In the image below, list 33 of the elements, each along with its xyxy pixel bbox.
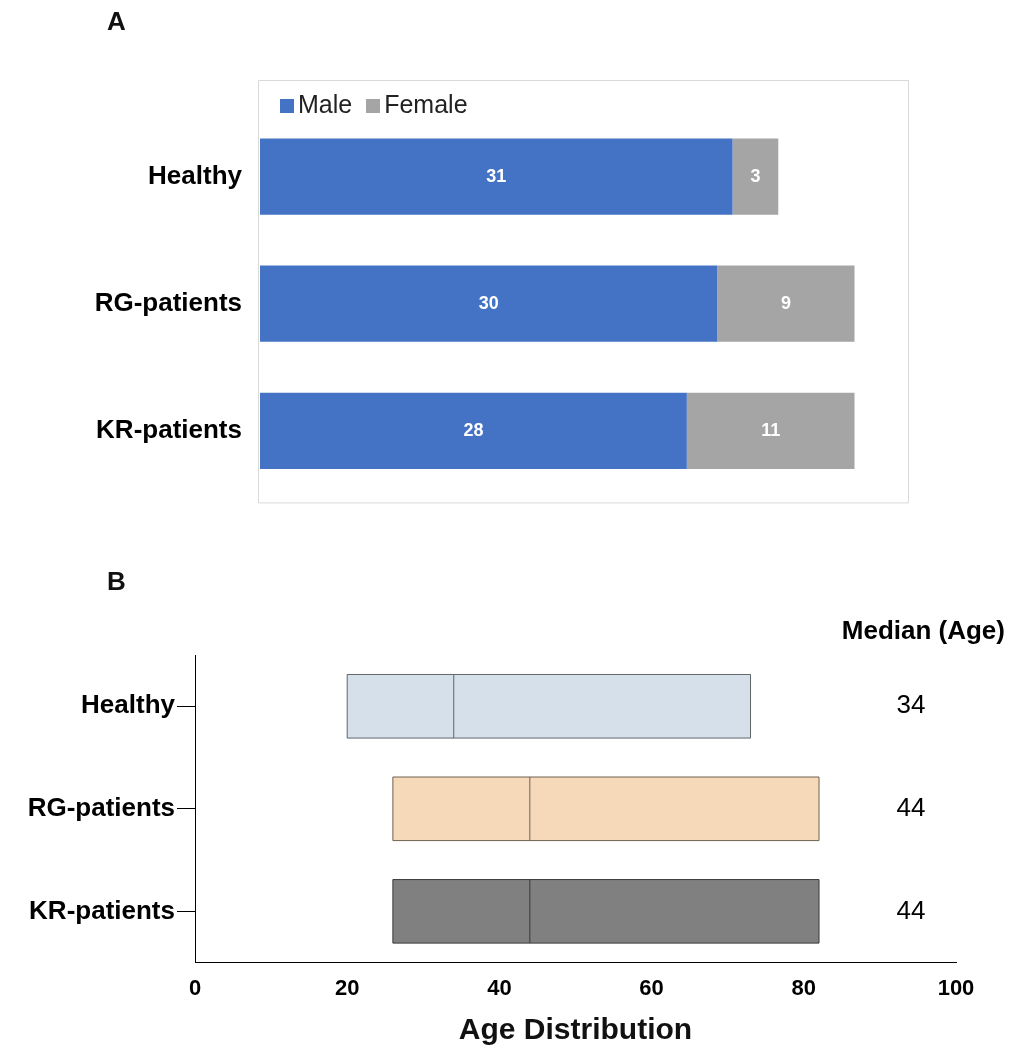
- data-label: 30: [478, 292, 499, 313]
- data-label: 9: [780, 292, 791, 313]
- bar: [260, 265, 718, 342]
- x-tick-label: 60: [639, 974, 664, 1000]
- bar: [717, 265, 855, 342]
- annotation: 44: [896, 894, 926, 925]
- bar: [732, 138, 779, 215]
- chart-title: A: [107, 6, 126, 37]
- y-tick-label: KR-patients: [29, 894, 175, 925]
- bar: [260, 392, 687, 469]
- annotation: 34: [896, 689, 926, 720]
- y-tick-label: KR-patients: [96, 414, 242, 445]
- text: Median (Age): [841, 615, 1005, 646]
- y-tick-label: Healthy: [148, 159, 243, 190]
- y-tick-label: RG-patients: [27, 791, 175, 822]
- x-tick-label: 20: [334, 974, 360, 1000]
- data-label: 3: [750, 165, 761, 186]
- x-tick-label: 80: [791, 974, 817, 1000]
- legend-label: Female: [384, 90, 468, 118]
- legend-label: Male: [298, 90, 353, 118]
- x-axis-title: Age Distribution: [458, 1012, 693, 1046]
- data-label: 11: [761, 419, 781, 440]
- bar: [686, 392, 855, 469]
- data-label: 31: [486, 165, 507, 186]
- x-tick-label: 0: [188, 974, 202, 1000]
- chart-title: B: [107, 566, 126, 597]
- annotation: 44: [896, 791, 926, 822]
- y-tick-label: RG-patients: [94, 286, 242, 317]
- x-tick-label: 100: [937, 974, 975, 1000]
- x-tick-label: 40: [487, 974, 512, 1000]
- y-tick-label: Healthy: [81, 689, 176, 720]
- bar: [260, 138, 733, 215]
- data-label: 28: [463, 419, 484, 440]
